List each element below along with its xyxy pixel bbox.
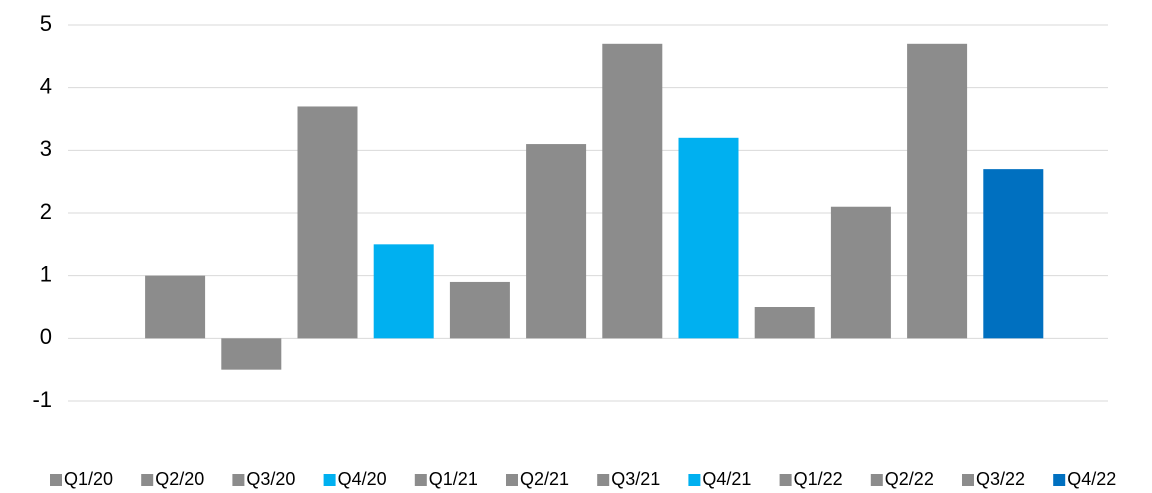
legend-swatch [870, 474, 883, 486]
legend-label: Q4/21 [702, 469, 751, 489]
bar [526, 144, 587, 339]
legend-swatch [962, 474, 974, 486]
legend-swatch [506, 474, 518, 486]
bar [983, 169, 1044, 339]
legend-swatch [232, 474, 245, 486]
legend-label: Q3/21 [611, 469, 660, 489]
y-tick-label: 0 [40, 324, 52, 349]
legend-label: Q3/20 [246, 469, 295, 489]
y-tick-label: 5 [40, 11, 52, 36]
legend-label: Q1/21 [429, 469, 478, 489]
legend-swatch [1053, 474, 1066, 486]
legend-swatch [141, 474, 154, 486]
y-tick-label: 4 [40, 73, 52, 98]
legend-swatch [323, 474, 336, 486]
legend-label: Q4/22 [1067, 469, 1116, 489]
legend-label: Q1/20 [64, 469, 113, 489]
y-tick-label: 1 [40, 261, 52, 286]
bar [907, 43, 968, 339]
y-tick-label: 2 [40, 199, 52, 224]
legend-label: Q3/22 [976, 469, 1025, 489]
legend-swatch [50, 474, 62, 486]
bar [449, 281, 510, 339]
legend-label: Q2/22 [885, 469, 934, 489]
y-tick-label: 3 [40, 136, 52, 161]
legend-swatch [414, 474, 427, 486]
bar [297, 106, 358, 339]
bar [145, 275, 206, 339]
bar [830, 206, 891, 339]
bar [602, 43, 663, 339]
legend-swatch [779, 474, 792, 486]
legend-label: Q4/20 [338, 469, 387, 489]
legend-label: Q2/20 [155, 469, 204, 489]
legend-swatch [688, 474, 701, 486]
legend-label: Q2/21 [520, 469, 569, 489]
bar [373, 244, 434, 339]
legend-swatch [597, 474, 610, 486]
y-tick-label: -1 [32, 387, 52, 412]
bar [221, 338, 282, 370]
bar [754, 307, 815, 339]
bar [678, 137, 739, 339]
legend-label: Q1/22 [794, 469, 843, 489]
